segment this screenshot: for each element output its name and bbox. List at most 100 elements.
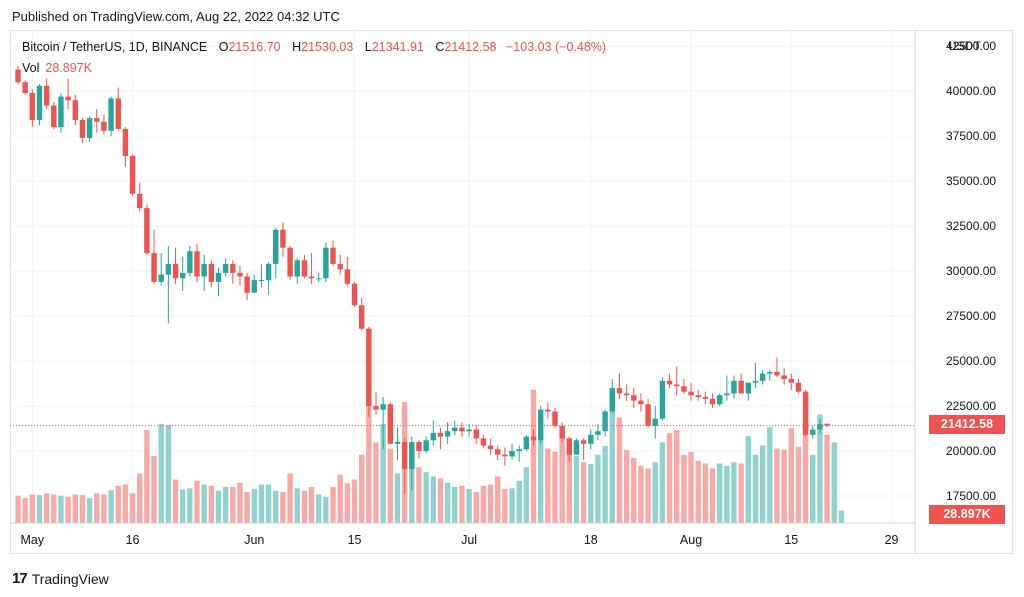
candle-body [731, 380, 737, 394]
x-tick-label: 15 [784, 533, 798, 547]
volume-bar [265, 484, 272, 523]
candle-body [79, 119, 86, 138]
volume-bar [151, 456, 157, 523]
candle-body [638, 400, 644, 405]
volume-bar [702, 463, 709, 523]
candle-body [674, 384, 680, 387]
volume-bar [280, 492, 286, 523]
x-tick-label: 18 [584, 533, 598, 547]
candle-body [480, 438, 487, 446]
ohlc-legend: Bitcoin / TetherUS, 1D, BINANCE O21516.7… [22, 40, 606, 54]
volume-bar [731, 462, 737, 523]
y-tick-label: 27500.00 [946, 309, 996, 323]
volume-legend: Vol 28.897K [22, 61, 92, 75]
volume-bar [452, 487, 458, 523]
last-volume-badge: 28.897K [929, 505, 1005, 524]
volume-bar [831, 442, 837, 523]
y-tick-label: 32500.00 [946, 219, 996, 233]
high-value: 21530.03 [301, 40, 354, 54]
volume-bar [774, 448, 780, 523]
candle-body [287, 247, 293, 277]
candle-body [280, 229, 286, 248]
symbol-label: Bitcoin / TetherUS, 1D, BINANCE [22, 40, 208, 54]
volume-bar [323, 496, 329, 523]
candle-body [416, 442, 422, 452]
volume-bar [58, 495, 64, 523]
candle-body [101, 121, 107, 131]
volume-bar [158, 423, 164, 523]
candle-body [709, 398, 716, 405]
candle-body [430, 433, 436, 441]
candle-body [316, 278, 322, 280]
volume-bar [631, 457, 637, 523]
candle-body [652, 418, 658, 426]
candle-body [108, 98, 114, 131]
tradingview-logo-icon: 17 [12, 570, 28, 587]
candle-body [208, 263, 215, 282]
volume-bar [251, 488, 257, 523]
candle-body [767, 371, 773, 374]
volume-bar [72, 494, 78, 523]
volume-bar [552, 451, 558, 523]
volume-bar [437, 478, 444, 523]
volume-bar [716, 463, 723, 523]
brand-name: TradingView [31, 570, 109, 587]
volume-bar [495, 476, 501, 523]
volume-bar [545, 448, 551, 523]
candle-body [681, 386, 687, 392]
candle-body [623, 393, 630, 396]
published-caption: Published on TradingView.com, Aug 22, 20… [12, 9, 340, 24]
y-tick-label: 35000.00 [946, 174, 996, 188]
volume-bar [86, 498, 93, 523]
volume-bar [752, 454, 759, 523]
candle-body [409, 442, 415, 470]
candle-body [323, 247, 329, 279]
candle-body [459, 427, 465, 432]
candle-body [788, 379, 794, 383]
candle-body [781, 375, 787, 380]
volume-bar [573, 456, 580, 523]
volume-bar [79, 495, 86, 523]
volume-bar [237, 482, 243, 523]
candle-body [645, 404, 651, 426]
candle-body [530, 436, 537, 441]
candle-body [258, 280, 265, 282]
candle-body [394, 442, 401, 444]
candle-body [351, 283, 358, 306]
candle-body [344, 269, 351, 284]
candle-body [294, 260, 300, 277]
chart-frame [10, 30, 1013, 554]
volume-bar [165, 425, 172, 523]
volume-bar [523, 467, 530, 523]
volume-bar [666, 433, 673, 523]
candle-body [502, 454, 508, 457]
candle-body [817, 424, 823, 430]
candle-body [609, 388, 615, 412]
candle-body [466, 429, 472, 432]
volume-bar [502, 488, 508, 523]
volume-bar [122, 484, 129, 523]
volume-bar [802, 423, 809, 523]
candle-body [795, 382, 802, 392]
volume-bar [387, 448, 394, 523]
candle-body [137, 193, 143, 209]
volume-bar [29, 494, 36, 523]
y-tick-label: 22500.00 [946, 399, 996, 413]
chart-canvas[interactable]: 42500.00 40000.00 37500.00 35000.00 32500.00… [10, 30, 1013, 554]
candle-body [86, 118, 93, 138]
candle-body [15, 69, 21, 83]
footer-brand[interactable]: 17 TradingView [12, 570, 109, 587]
volume-bar [838, 510, 845, 523]
volume-bar [201, 484, 207, 523]
volume-bar [337, 474, 343, 523]
open-value: 21516.70 [228, 40, 281, 54]
candle-body [244, 276, 250, 293]
volume-bar [287, 473, 293, 523]
candle-body [745, 382, 752, 394]
volume-bar [738, 463, 744, 523]
volume-bar [172, 479, 179, 523]
close-value: 21412.58 [444, 40, 497, 54]
candle-body [580, 440, 587, 444]
candle-body [487, 445, 494, 450]
volume-label: Vol [22, 61, 40, 75]
